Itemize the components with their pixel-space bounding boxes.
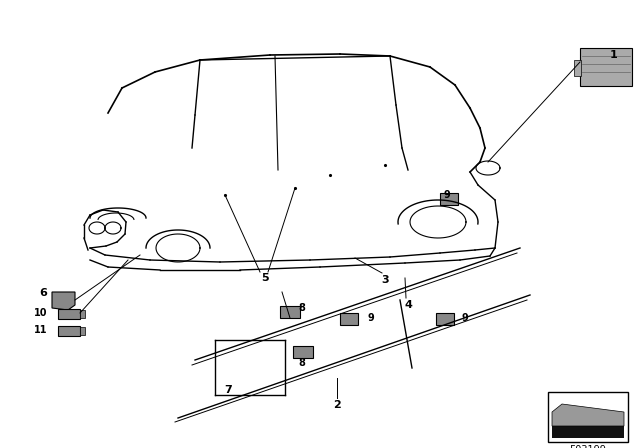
Bar [580, 48, 632, 86]
Text: 8: 8 [299, 303, 305, 313]
Bar [58, 326, 80, 336]
Bar [80, 327, 85, 335]
Text: 6: 6 [39, 288, 47, 298]
Polygon shape [52, 292, 75, 310]
Text: 2: 2 [333, 400, 341, 410]
Text: 503199: 503199 [570, 445, 607, 448]
Bar [58, 309, 80, 319]
Text: 9: 9 [367, 313, 374, 323]
Text: 3: 3 [381, 275, 389, 285]
Bar [440, 193, 458, 205]
Text: 9: 9 [462, 313, 468, 323]
Text: 9: 9 [443, 190, 450, 200]
Text: 1: 1 [610, 50, 618, 60]
Bar [552, 426, 624, 438]
Text: 4: 4 [404, 300, 412, 310]
Bar [280, 306, 300, 318]
Bar [436, 313, 454, 325]
Bar [574, 60, 581, 76]
Bar [340, 313, 358, 325]
Bar [548, 392, 628, 442]
Text: 5: 5 [261, 273, 269, 283]
Text: 10: 10 [33, 308, 47, 318]
Bar [293, 346, 313, 358]
Text: 7: 7 [224, 385, 232, 395]
Polygon shape [552, 404, 624, 426]
Bar [80, 310, 85, 318]
Text: 11: 11 [33, 325, 47, 335]
Text: 8: 8 [299, 358, 305, 368]
